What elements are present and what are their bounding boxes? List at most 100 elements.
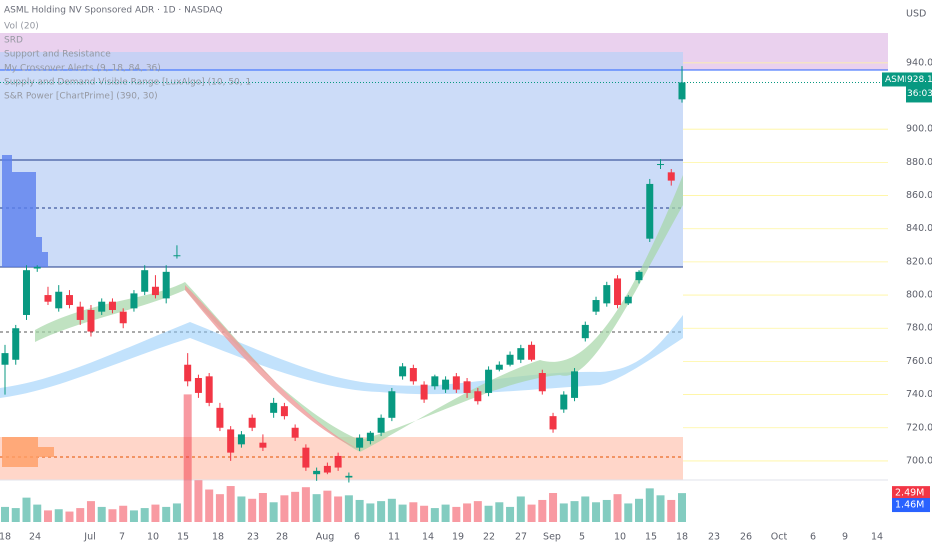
volume-bar [484, 505, 493, 522]
x-tick-label: 23 [708, 532, 720, 543]
candle-body [366, 432, 374, 442]
y-tick-label: 760.00 [906, 356, 932, 367]
volume-bar [527, 504, 536, 522]
candle-body [603, 285, 611, 304]
x-tick-label: 15 [645, 532, 657, 543]
indicator-label: Support and Resistance [4, 50, 111, 60]
y-tick-label: 800.00 [906, 290, 932, 301]
candle-body [431, 376, 439, 387]
volume-bar [441, 504, 450, 522]
volume-bar [65, 511, 74, 522]
x-tick-label: 23 [247, 532, 259, 543]
candle-body [517, 348, 525, 360]
candle-body [442, 379, 450, 390]
indicator-label: My Crossover Alerts (9, 18, 84, 36) [4, 64, 161, 74]
candle-body [624, 296, 632, 304]
volume-bar [280, 495, 289, 522]
candle-body [581, 324, 589, 339]
volume-bar [97, 506, 106, 522]
volume-bar [463, 503, 472, 522]
x-tick-label: 24 [29, 532, 41, 543]
volume-tag-label: 2.49M [895, 488, 924, 499]
volume-bar [656, 495, 665, 522]
candle-body [678, 82, 686, 100]
volume-bar [140, 508, 149, 522]
volume-bar [301, 487, 310, 522]
candle-body [485, 369, 493, 393]
candle-body [98, 301, 106, 312]
candle-body [119, 311, 127, 324]
candle-body [528, 344, 536, 360]
volume-bar [592, 502, 601, 522]
candle-body [270, 402, 278, 413]
volume-bar [151, 504, 160, 522]
candle-body [108, 301, 116, 310]
candle-body [44, 295, 52, 302]
indicator-label: SRD [4, 36, 23, 46]
candle-body [291, 427, 299, 438]
candle-body [657, 164, 665, 166]
candle-body [506, 354, 514, 365]
price-tag [906, 72, 932, 103]
x-tick-label: 5 [579, 532, 585, 543]
volume-bar [366, 503, 375, 522]
candle-body [646, 183, 654, 239]
volume-bar [678, 493, 686, 522]
x-tick-label: 14 [871, 532, 883, 543]
candle-body [162, 271, 170, 299]
x-tick-label: 15 [177, 532, 189, 543]
volume-bar [1, 506, 9, 522]
candle-body [463, 381, 471, 393]
volume-bar [76, 508, 85, 522]
volume-bar [624, 503, 633, 522]
candle-body [474, 391, 482, 402]
candle-body [194, 377, 202, 393]
currency: USD [906, 9, 926, 20]
volume-bar [54, 509, 63, 522]
volume-bar [119, 505, 128, 522]
candle-body [184, 364, 192, 382]
candle-body [33, 266, 41, 269]
candle-body [538, 373, 546, 392]
volume-bar [506, 506, 515, 522]
volume-bar [420, 505, 429, 522]
volume-tag-label: 1.46M [895, 500, 924, 511]
candle-body [560, 394, 568, 410]
volume-bar [172, 503, 181, 522]
volume-bar [430, 508, 439, 522]
volume-bar [108, 509, 117, 522]
volume-bar [344, 495, 353, 522]
volume-bar [387, 498, 396, 522]
volume-bar [570, 501, 579, 522]
volume-profile [2, 437, 54, 467]
symbol-label: ASML [885, 75, 910, 85]
candle-body [399, 366, 407, 377]
candle-body [151, 286, 159, 296]
x-tick-label: 18 [212, 532, 224, 543]
volume-bar [312, 494, 321, 522]
symbol-tag [882, 72, 906, 87]
x-tick-label: 6 [354, 532, 360, 543]
volume-bar [377, 501, 386, 522]
candle-body [313, 470, 321, 475]
x-tick-label: 14 [422, 532, 434, 543]
candle-body [237, 434, 245, 445]
volume-bar [645, 488, 654, 522]
volume-bar [237, 496, 246, 522]
x-tick-label: Jul [83, 532, 95, 543]
candle-body [22, 270, 30, 315]
volume-bar [409, 502, 418, 522]
candle-body [334, 455, 342, 468]
volume-bar [11, 508, 20, 522]
indicator-label: Vol (20) [4, 22, 39, 32]
candle-body [452, 376, 460, 390]
volume-bar [581, 496, 590, 522]
y-tick-label: 820.00 [906, 256, 932, 267]
candle-body [130, 293, 138, 309]
x-tick-label: 22 [483, 532, 495, 543]
candle-body [667, 172, 675, 181]
candle-body [549, 416, 557, 430]
x-tick-label: 18 [676, 532, 688, 543]
volume-bar [613, 494, 622, 522]
y-tick-label: 780.00 [906, 323, 932, 334]
